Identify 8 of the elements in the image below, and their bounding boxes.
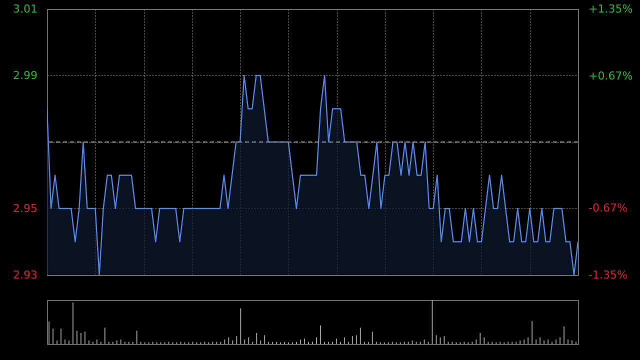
y-tick-label: 2.95 xyxy=(13,202,38,215)
y2-tick-label: -1.35% xyxy=(588,268,628,282)
y2-tick-label: +1.35% xyxy=(588,2,633,16)
y2-tick-label: -0.67% xyxy=(588,202,628,215)
y2-tick-label: +0.67% xyxy=(588,69,633,82)
y-tick-label: 2.99 xyxy=(13,69,38,82)
y-tick-label: 3.01 xyxy=(13,2,38,16)
y-tick-label: 2.93 xyxy=(13,268,38,282)
